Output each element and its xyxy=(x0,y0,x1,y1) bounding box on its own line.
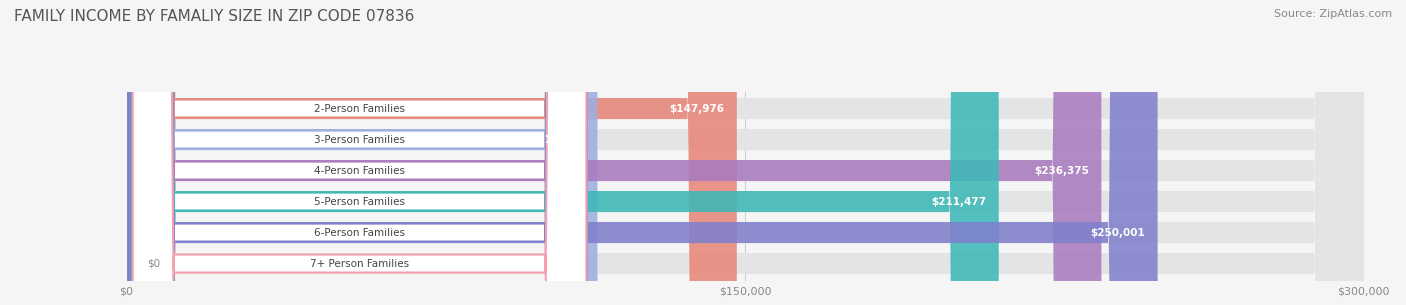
Text: 7+ Person Families: 7+ Person Families xyxy=(309,259,409,268)
FancyBboxPatch shape xyxy=(127,0,1364,305)
Text: FAMILY INCOME BY FAMALIY SIZE IN ZIP CODE 07836: FAMILY INCOME BY FAMALIY SIZE IN ZIP COD… xyxy=(14,9,415,24)
FancyBboxPatch shape xyxy=(127,0,1364,305)
FancyBboxPatch shape xyxy=(127,0,1157,305)
FancyBboxPatch shape xyxy=(127,0,737,305)
FancyBboxPatch shape xyxy=(132,0,586,305)
Text: 4-Person Families: 4-Person Families xyxy=(314,166,405,176)
FancyBboxPatch shape xyxy=(127,0,1364,305)
Text: 6-Person Families: 6-Person Families xyxy=(314,228,405,238)
Text: $250,001: $250,001 xyxy=(1091,228,1146,238)
FancyBboxPatch shape xyxy=(132,0,586,305)
Text: 3-Person Families: 3-Person Families xyxy=(314,135,405,145)
FancyBboxPatch shape xyxy=(127,0,1364,305)
FancyBboxPatch shape xyxy=(127,0,1364,305)
Text: $236,375: $236,375 xyxy=(1035,166,1090,176)
Text: $147,976: $147,976 xyxy=(669,104,724,113)
FancyBboxPatch shape xyxy=(132,0,586,305)
FancyBboxPatch shape xyxy=(127,0,1364,305)
Text: $0: $0 xyxy=(148,259,160,268)
FancyBboxPatch shape xyxy=(127,0,598,305)
Text: $211,477: $211,477 xyxy=(931,196,987,206)
Text: 5-Person Families: 5-Person Families xyxy=(314,196,405,206)
Text: Source: ZipAtlas.com: Source: ZipAtlas.com xyxy=(1274,9,1392,19)
FancyBboxPatch shape xyxy=(132,0,586,305)
Text: $114,176: $114,176 xyxy=(530,135,585,145)
FancyBboxPatch shape xyxy=(132,0,586,305)
FancyBboxPatch shape xyxy=(127,0,998,305)
FancyBboxPatch shape xyxy=(132,0,586,305)
FancyBboxPatch shape xyxy=(127,0,1101,305)
Text: 2-Person Families: 2-Person Families xyxy=(314,104,405,113)
